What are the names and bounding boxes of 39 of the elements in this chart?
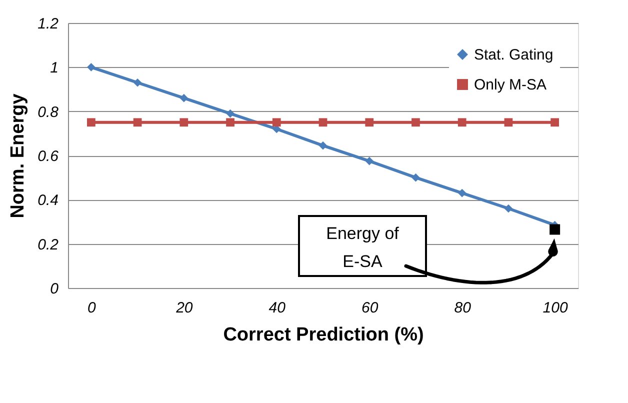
point xyxy=(87,62,96,72)
point xyxy=(133,78,142,87)
y-tick-label: 0 xyxy=(50,280,60,298)
point xyxy=(550,224,560,235)
x-tick-label: 60 xyxy=(362,300,379,316)
point xyxy=(365,156,374,166)
point xyxy=(226,118,234,127)
point xyxy=(318,141,328,150)
point xyxy=(87,118,96,127)
y-axis-title: Norm. Energy xyxy=(8,93,29,218)
y-tick-label: 0.8 xyxy=(38,104,60,121)
y-tick-label: 0.6 xyxy=(38,148,60,165)
point xyxy=(318,118,328,127)
y-tick-label: 0.4 xyxy=(38,192,58,210)
legend-label: Stat. Gating xyxy=(474,46,554,64)
point xyxy=(133,118,142,127)
annotation: Energy of E-SA xyxy=(326,224,400,271)
point xyxy=(504,118,513,127)
point xyxy=(226,109,234,118)
x-axis-title: Correct Prediction (%) xyxy=(223,324,424,346)
legend-label: Only M-SA xyxy=(474,76,547,94)
point xyxy=(458,188,466,198)
y-tick-label: 1 xyxy=(50,60,58,77)
x-tick-label: 0 xyxy=(88,300,97,316)
point xyxy=(272,118,281,127)
x-tick-label: 40 xyxy=(268,300,286,316)
y-tick-label: 1.2 xyxy=(38,16,60,32)
point xyxy=(180,94,188,102)
y-tick-label: 0.2 xyxy=(38,236,60,254)
point xyxy=(412,173,420,182)
point xyxy=(504,204,513,213)
point xyxy=(365,118,374,127)
x-tick-label: 100 xyxy=(542,300,568,316)
point xyxy=(458,118,466,127)
x-tick-label: 20 xyxy=(175,300,194,316)
point xyxy=(550,118,559,127)
point xyxy=(412,118,420,127)
point xyxy=(180,118,188,127)
x-tick-label: 80 xyxy=(454,300,472,316)
